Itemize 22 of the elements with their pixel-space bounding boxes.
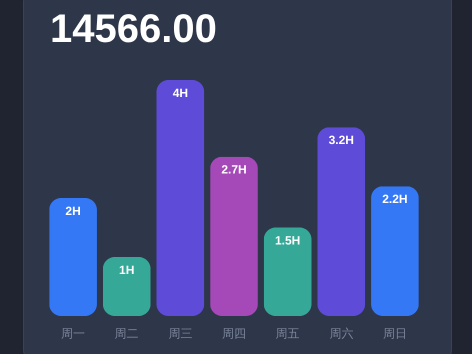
data-label: 2H bbox=[65, 204, 81, 218]
bar bbox=[371, 186, 419, 316]
x-tick-label: 周六 bbox=[329, 326, 354, 340]
x-tick-label: 周一 bbox=[61, 326, 86, 340]
bar bbox=[102, 257, 151, 316]
chart-title: 14566.00 bbox=[50, 7, 217, 51]
bar bbox=[264, 228, 312, 316]
data-label: 3.2H bbox=[328, 133, 354, 148]
data-label: 2.7H bbox=[221, 162, 247, 177]
bar bbox=[49, 198, 97, 316]
data-label: 1H bbox=[119, 263, 134, 277]
x-tick-label: 周二 bbox=[114, 326, 139, 340]
x-tick-label: 周五 bbox=[276, 326, 300, 340]
x-tick-label: 周四 bbox=[222, 326, 246, 340]
x-tick-label: 周日 bbox=[382, 326, 407, 340]
data-label: 2.2H bbox=[382, 192, 408, 206]
data-label: 1.5H bbox=[274, 234, 300, 248]
bar bbox=[156, 80, 204, 316]
bar bbox=[317, 127, 366, 316]
data-label: 4H bbox=[172, 86, 188, 100]
x-tick-label: 周三 bbox=[168, 326, 192, 340]
bar bbox=[210, 156, 258, 316]
